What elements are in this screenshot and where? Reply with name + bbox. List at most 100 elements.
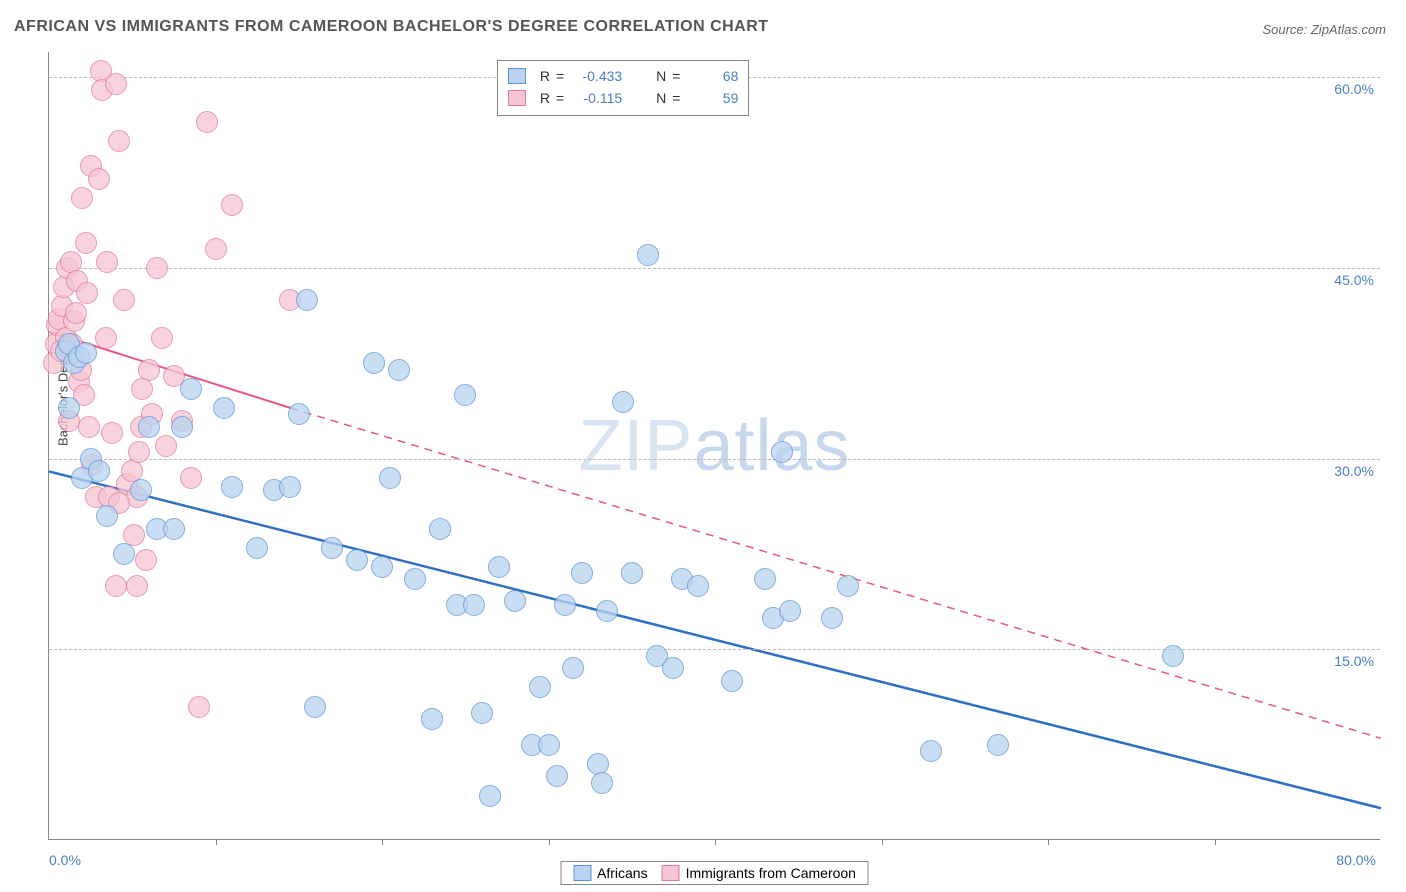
data-point-africans <box>837 575 859 597</box>
x-tick <box>382 839 383 845</box>
data-point-africans <box>754 568 776 590</box>
data-point-cameroon <box>155 435 177 457</box>
data-point-cameroon <box>151 327 173 349</box>
legend-label: Immigrants from Cameroon <box>686 865 856 881</box>
data-point-africans <box>304 696 326 718</box>
x-tick <box>1215 839 1216 845</box>
data-point-africans <box>180 378 202 400</box>
data-point-africans <box>321 537 343 559</box>
data-point-africans <box>571 562 593 584</box>
x-tick <box>715 839 716 845</box>
data-point-cameroon <box>71 187 93 209</box>
data-point-africans <box>637 244 659 266</box>
data-point-africans <box>388 359 410 381</box>
data-point-africans <box>138 416 160 438</box>
y-tick-label: 30.0% <box>1334 463 1374 479</box>
data-point-africans <box>113 543 135 565</box>
data-point-cameroon <box>88 168 110 190</box>
data-point-cameroon <box>180 467 202 489</box>
data-point-cameroon <box>126 575 148 597</box>
data-point-cameroon <box>108 130 130 152</box>
legend-item: Immigrants from Cameroon <box>662 865 856 881</box>
data-point-cameroon <box>221 194 243 216</box>
legend-swatch <box>573 865 591 881</box>
data-point-africans <box>88 460 110 482</box>
x-tick <box>549 839 550 845</box>
data-point-africans <box>920 740 942 762</box>
data-point-africans <box>471 702 493 724</box>
legend-swatch <box>508 90 526 106</box>
data-point-cameroon <box>196 111 218 133</box>
source-attribution: Source: ZipAtlas.com <box>1262 22 1386 37</box>
chart-container: AFRICAN VS IMMIGRANTS FROM CAMEROON BACH… <box>0 0 1406 892</box>
legend-swatch <box>508 68 526 84</box>
data-point-africans <box>213 397 235 419</box>
stats-legend: R=-0.433N=68R=-0.115N=59 <box>497 60 749 116</box>
data-point-africans <box>721 670 743 692</box>
data-point-africans <box>821 607 843 629</box>
data-point-cameroon <box>95 327 117 349</box>
data-point-africans <box>279 476 301 498</box>
data-point-cameroon <box>76 282 98 304</box>
data-point-cameroon <box>131 378 153 400</box>
series-legend: Africans Immigrants from Cameroon <box>560 861 869 885</box>
x-tick <box>1048 839 1049 845</box>
data-point-africans <box>58 397 80 419</box>
trend-line <box>49 471 1381 808</box>
legend-swatch <box>662 865 680 881</box>
data-point-cameroon <box>105 575 127 597</box>
plot-area: ZIPatlas Bachelor's Degree 15.0%30.0%45.… <box>48 52 1380 840</box>
data-point-africans <box>454 384 476 406</box>
stats-row: R=-0.433N=68 <box>508 65 738 87</box>
data-point-africans <box>596 600 618 622</box>
gridline <box>49 268 1380 269</box>
data-point-africans <box>75 342 97 364</box>
y-tick-label: 15.0% <box>1334 653 1374 669</box>
y-tick-label: 60.0% <box>1334 81 1374 97</box>
data-point-cameroon <box>78 416 100 438</box>
data-point-africans <box>479 785 501 807</box>
chart-title: AFRICAN VS IMMIGRANTS FROM CAMEROON BACH… <box>14 18 769 36</box>
x-tick <box>882 839 883 845</box>
data-point-africans <box>429 518 451 540</box>
data-point-africans <box>591 772 613 794</box>
data-point-africans <box>488 556 510 578</box>
data-point-africans <box>504 590 526 612</box>
data-point-africans <box>246 537 268 559</box>
data-point-cameroon <box>101 422 123 444</box>
x-tick <box>216 839 217 845</box>
data-point-africans <box>546 765 568 787</box>
data-point-cameroon <box>135 549 157 571</box>
data-point-africans <box>96 505 118 527</box>
data-point-africans <box>529 676 551 698</box>
data-point-cameroon <box>205 238 227 260</box>
y-tick-label: 45.0% <box>1334 272 1374 288</box>
data-point-africans <box>421 708 443 730</box>
data-point-cameroon <box>113 289 135 311</box>
data-point-cameroon <box>105 73 127 95</box>
data-point-africans <box>662 657 684 679</box>
data-point-cameroon <box>96 251 118 273</box>
data-point-africans <box>296 289 318 311</box>
data-point-africans <box>779 600 801 622</box>
data-point-africans <box>612 391 634 413</box>
data-point-cameroon <box>146 257 168 279</box>
legend-item: Africans <box>573 865 648 881</box>
data-point-africans <box>130 479 152 501</box>
data-point-africans <box>987 734 1009 756</box>
x-tick-label-max: 80.0% <box>1336 852 1376 868</box>
data-point-africans <box>404 568 426 590</box>
data-point-africans <box>163 518 185 540</box>
legend-label: Africans <box>597 865 648 881</box>
data-point-africans <box>171 416 193 438</box>
data-point-cameroon <box>128 441 150 463</box>
data-point-africans <box>288 403 310 425</box>
data-point-africans <box>221 476 243 498</box>
data-point-cameroon <box>65 302 87 324</box>
data-point-africans <box>1162 645 1184 667</box>
data-point-africans <box>771 441 793 463</box>
data-point-africans <box>538 734 560 756</box>
data-point-africans <box>562 657 584 679</box>
data-point-africans <box>371 556 393 578</box>
data-point-africans <box>554 594 576 616</box>
